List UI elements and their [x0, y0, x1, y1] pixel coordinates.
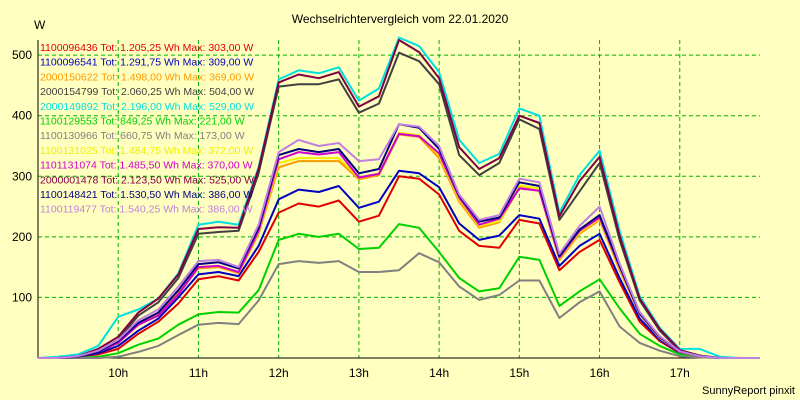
legend-entry-10: 1100148421 Tot: 1.530,50 Wh Max: 386,00 …	[40, 189, 253, 201]
legend-entry-0: 1100096436 Tot: 1.205,25 Wh Max: 303,00 …	[40, 42, 253, 54]
series-line-6	[38, 252, 760, 359]
series-line-3	[38, 51, 760, 359]
series-line-11	[38, 123, 760, 359]
y-tick-label: 300	[12, 169, 32, 183]
legend-entry-1: 1100096541 Tot: 1.291,75 Wh Max: 309,00 …	[40, 57, 253, 69]
x-tick-label: 16h	[590, 366, 610, 380]
legend-entry-9: 2000001478 Tot: 2.123,50 Wh Max: 525,00 …	[40, 174, 254, 186]
legend-entry-5: 1100129553 Tot: 849,25 Wh Max: 221,00 W	[40, 116, 245, 128]
series-line-9	[38, 39, 760, 359]
y-tick-labels: 100 200 300 400 500	[12, 48, 32, 304]
x-tick-label: 15h	[509, 366, 529, 380]
x-tick-label: 17h	[670, 366, 690, 380]
footer-credit: SunnyReport pinxit	[702, 385, 795, 397]
axes	[37, 40, 760, 359]
x-tick-label: 11h	[189, 366, 208, 380]
x-tick-labels: 10h 11h 12h 13h 14h 15h 16h 17h	[108, 366, 690, 380]
series-line-0	[38, 175, 760, 359]
legend-entry-2: 2000150622 Tot: 1.498,00 Wh Max: 369,00 …	[40, 71, 254, 83]
legend-entry-7: 1100131025 Tot: 1.484,75 Wh Max: 372,00 …	[40, 145, 253, 157]
x-tick-label: 14h	[429, 366, 449, 380]
y-tick-label: 400	[12, 109, 32, 123]
y-tick-label: 100	[12, 290, 32, 304]
legend-entry-8: 1101131074 Tot: 1.485,50 Wh Max: 370,00 …	[40, 160, 253, 172]
legend: 1100096436 Tot: 1.205,25 Wh Max: 303,00 …	[40, 42, 254, 216]
y-axis-label: W	[34, 18, 46, 32]
y-tick-label: 200	[12, 230, 32, 244]
x-tick-label: 12h	[269, 366, 289, 380]
legend-entry-3: 2000154799 Tot: 2.060,25 Wh Max: 504,00 …	[40, 86, 254, 98]
y-tick-label: 500	[12, 48, 32, 62]
x-tick-label: 10h	[108, 366, 128, 380]
series-line-1	[38, 169, 760, 359]
legend-entry-4: 2000149892 Tot: 2.196,00 Wh Max: 529,00 …	[40, 101, 254, 113]
series-line-5	[38, 223, 760, 359]
legend-entry-11: 1100119477 Tot: 1.540,25 Wh Max: 386,00 …	[40, 204, 253, 216]
legend-entry-6: 1100130966 Tot: 660,75 Wh Max: 173,00 W	[40, 130, 245, 142]
series-lines	[37, 36, 760, 359]
x-tick-label: 13h	[349, 366, 369, 380]
chart-title: Wechselrichtervergleich vom 22.01.2020	[292, 12, 509, 26]
